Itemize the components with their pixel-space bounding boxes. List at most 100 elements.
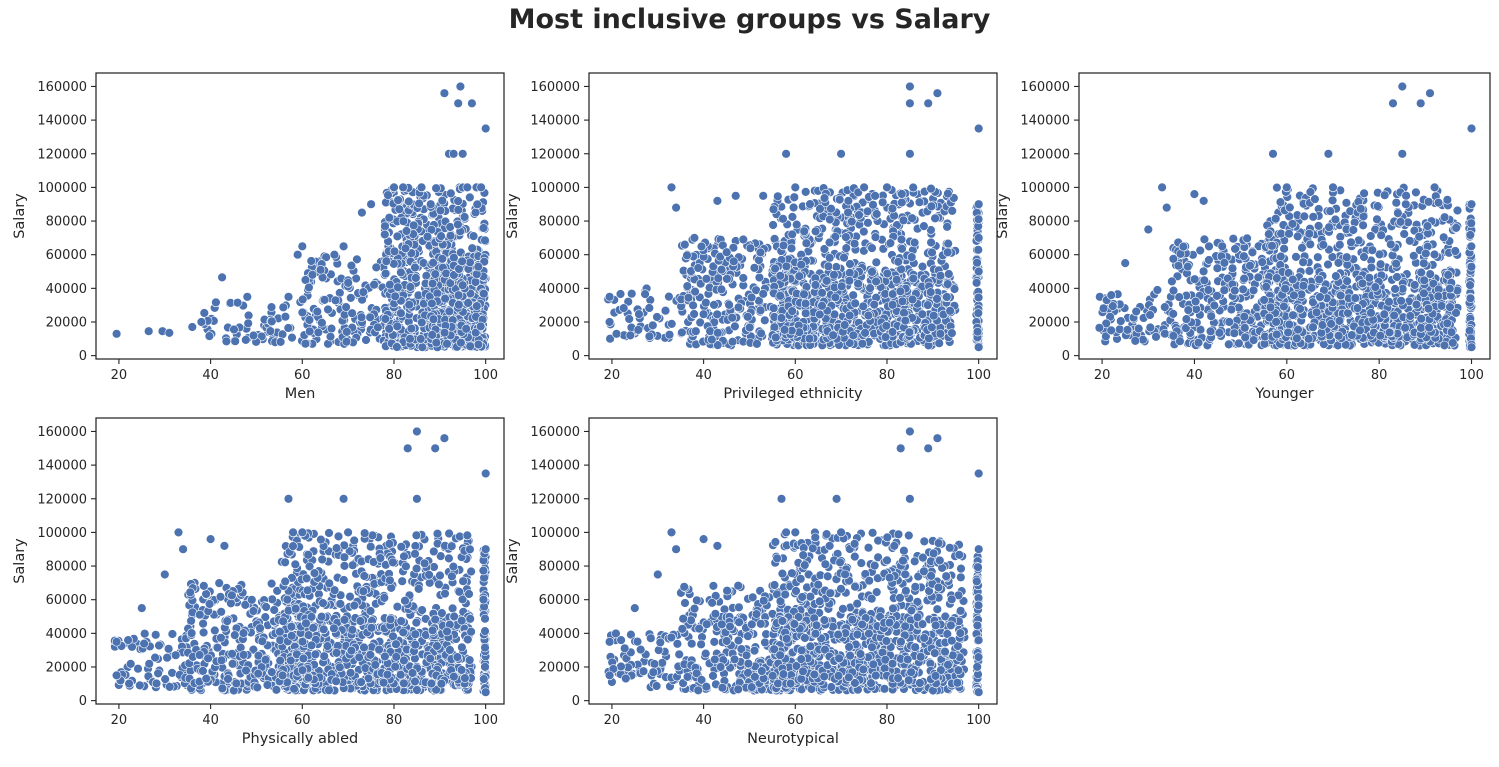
data-point <box>195 651 204 660</box>
data-point <box>739 235 748 244</box>
data-point <box>416 335 425 344</box>
data-point <box>755 256 764 265</box>
data-point <box>473 200 482 209</box>
data-point <box>830 270 839 279</box>
data-point <box>973 327 982 336</box>
data-point <box>474 340 483 349</box>
x-tick-label: 20 <box>604 368 621 383</box>
data-point <box>1397 296 1406 305</box>
data-point <box>612 329 621 338</box>
data-point <box>397 309 406 318</box>
data-point <box>359 288 368 297</box>
data-point <box>1329 183 1338 192</box>
data-point <box>755 273 764 282</box>
y-tick-label: 40000 <box>539 282 580 297</box>
data-point <box>336 600 345 609</box>
data-point <box>1179 242 1188 251</box>
data-point <box>1213 292 1222 301</box>
data-point <box>1162 203 1171 212</box>
data-point <box>1304 334 1313 343</box>
data-point <box>256 624 265 633</box>
data-point <box>412 564 421 573</box>
data-point <box>339 242 348 251</box>
data-point <box>1392 259 1401 268</box>
data-point <box>1377 231 1386 240</box>
data-point <box>428 279 437 288</box>
data-point <box>1293 334 1302 343</box>
data-point <box>1206 327 1215 336</box>
data-point <box>616 290 625 299</box>
data-point <box>380 230 389 239</box>
data-point <box>907 253 916 262</box>
data-point <box>936 271 945 280</box>
x-tick-label: 40 <box>1186 368 1203 383</box>
data-point <box>479 289 488 298</box>
data-point <box>924 99 933 108</box>
data-point <box>897 235 906 244</box>
y-tick-label: 80000 <box>1029 215 1070 230</box>
data-point <box>1194 338 1203 347</box>
data-point <box>710 301 719 310</box>
data-point <box>845 268 854 277</box>
data-point <box>165 683 174 692</box>
data-point <box>831 293 840 302</box>
data-point <box>1391 285 1400 294</box>
data-point <box>801 299 810 308</box>
data-point <box>168 630 177 639</box>
data-point <box>756 248 765 257</box>
data-point <box>224 675 233 684</box>
y-tick-label: 20000 <box>539 315 580 330</box>
data-point <box>910 238 919 247</box>
data-point <box>406 283 415 292</box>
data-point <box>844 196 853 205</box>
data-point <box>974 309 983 318</box>
data-point <box>412 618 421 627</box>
data-point <box>825 238 834 247</box>
data-point <box>407 324 416 333</box>
data-point <box>1423 222 1432 231</box>
data-point <box>305 327 314 336</box>
data-point <box>1199 197 1208 206</box>
data-point <box>155 641 164 650</box>
data-point <box>417 183 426 192</box>
data-point <box>1326 207 1335 216</box>
data-point <box>429 258 438 267</box>
data-point <box>974 293 983 302</box>
data-point <box>399 183 408 192</box>
data-point <box>1272 318 1281 327</box>
data-point <box>1272 274 1281 283</box>
data-point <box>1367 263 1376 272</box>
data-point <box>1271 214 1280 223</box>
data-point <box>811 281 820 290</box>
data-point <box>678 328 687 337</box>
data-point <box>1389 99 1398 108</box>
data-point <box>1169 332 1178 341</box>
data-point <box>217 633 226 642</box>
data-point <box>886 239 895 248</box>
data-point <box>1354 236 1363 245</box>
data-point <box>1385 297 1394 306</box>
data-point <box>723 275 732 284</box>
data-point <box>1175 293 1184 302</box>
data-point <box>432 338 441 347</box>
data-point <box>1184 306 1193 315</box>
data-point <box>436 206 445 215</box>
data-point <box>1467 242 1476 251</box>
data-point <box>840 253 849 262</box>
data-point <box>1285 203 1294 212</box>
data-point <box>859 302 868 311</box>
data-point <box>897 198 906 207</box>
x-tick-label: 20 <box>1094 368 1111 383</box>
data-point <box>1205 242 1214 251</box>
data-point <box>974 234 983 243</box>
data-point <box>931 214 940 223</box>
data-point <box>446 189 455 198</box>
data-point <box>974 245 983 254</box>
data-point <box>927 323 936 332</box>
data-point <box>218 273 227 282</box>
y-axis-label: Salary <box>995 193 1011 239</box>
data-point <box>298 308 307 317</box>
data-point <box>1467 343 1476 352</box>
data-point <box>1258 258 1267 267</box>
